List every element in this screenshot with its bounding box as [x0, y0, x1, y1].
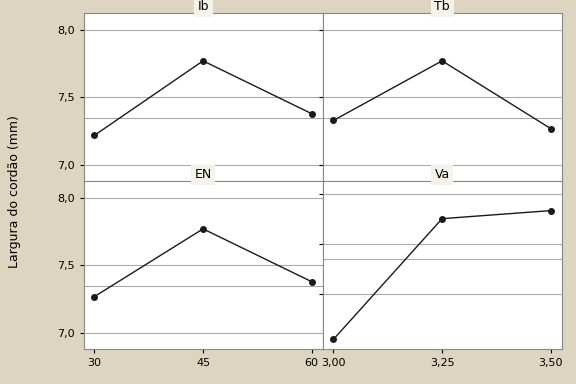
Title: Ib: Ib	[198, 0, 209, 13]
Title: EN: EN	[195, 169, 211, 181]
Title: Va: Va	[434, 169, 450, 181]
Text: Largura do cordão (mm): Largura do cordão (mm)	[8, 116, 21, 268]
Title: Tb: Tb	[434, 0, 450, 13]
